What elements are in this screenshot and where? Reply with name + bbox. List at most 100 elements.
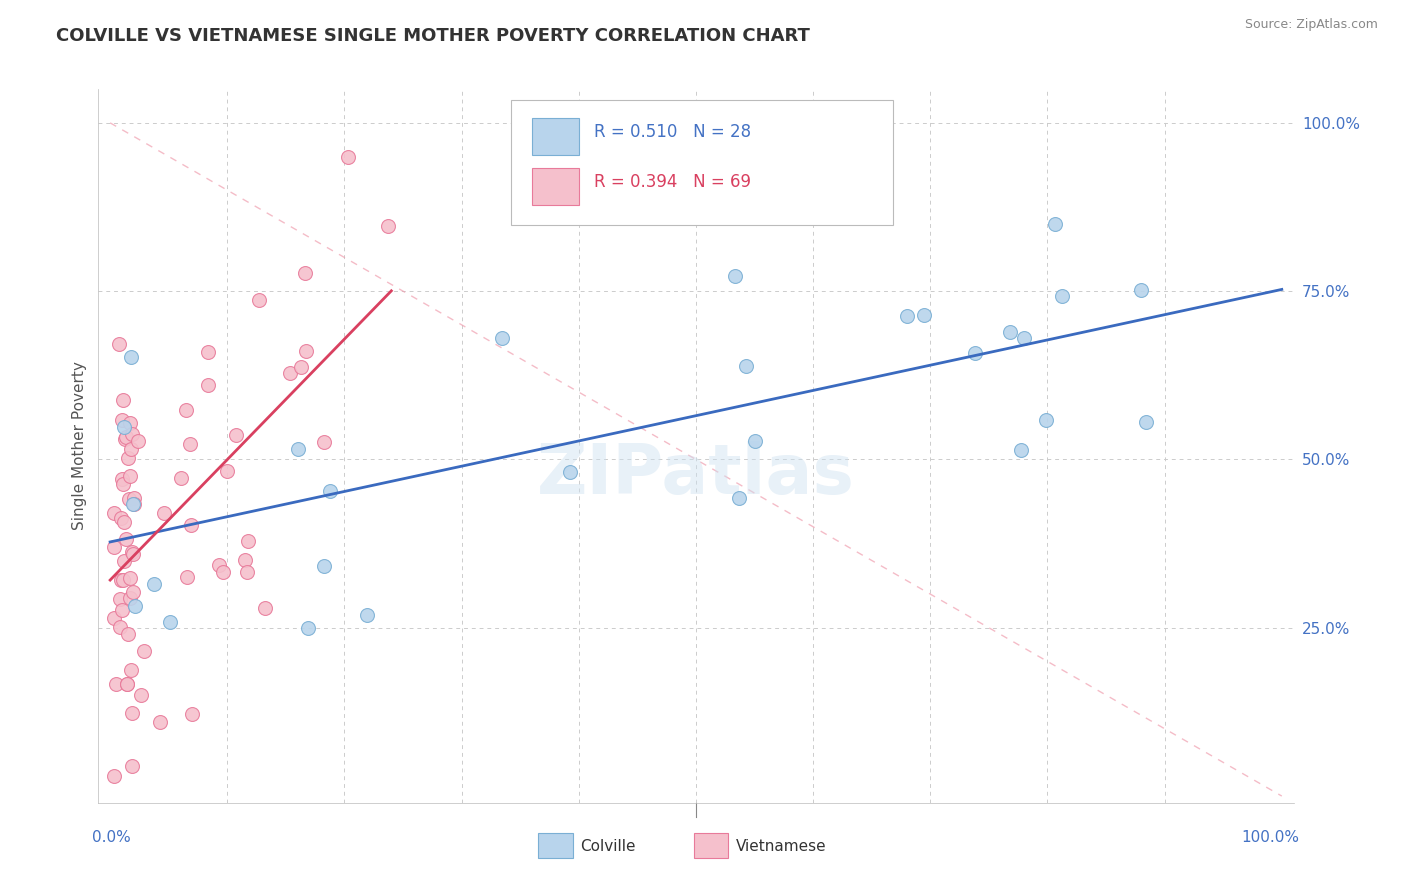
Point [129, 689, 152, 703]
Point [103, 541, 125, 555]
FancyBboxPatch shape [510, 100, 893, 225]
Point [1035, 413, 1057, 427]
Point [724, 268, 747, 283]
Point [1010, 443, 1032, 458]
Point [108, 337, 131, 351]
Point [121, 427, 143, 442]
FancyBboxPatch shape [693, 833, 728, 858]
Point [111, 573, 134, 587]
Point [1052, 289, 1074, 303]
Point [294, 343, 316, 358]
Point [120, 663, 142, 677]
Point [312, 434, 335, 449]
Point [121, 545, 143, 559]
Point [149, 714, 172, 729]
Point [181, 706, 204, 721]
Point [117, 451, 139, 466]
Point [122, 491, 145, 506]
Text: Source: ZipAtlas.com: Source: ZipAtlas.com [1244, 18, 1378, 31]
Text: R = 0.510   N = 28: R = 0.510 N = 28 [595, 123, 752, 141]
Point [197, 345, 219, 359]
Point [253, 601, 276, 615]
Point [121, 497, 143, 511]
Point [103, 611, 125, 625]
Point [233, 553, 256, 567]
Point [110, 574, 132, 588]
Point [124, 599, 146, 613]
Point [170, 471, 193, 485]
Point [225, 428, 247, 442]
Point [744, 434, 766, 448]
Point [287, 442, 309, 457]
FancyBboxPatch shape [533, 168, 579, 205]
Point [278, 367, 301, 381]
Point [111, 476, 134, 491]
Point [114, 532, 136, 546]
Point [122, 497, 145, 511]
Point [111, 472, 134, 486]
Text: 0.0%: 0.0% [93, 830, 131, 845]
FancyBboxPatch shape [538, 833, 572, 858]
Point [212, 566, 235, 580]
Point [558, 465, 581, 479]
Point [998, 325, 1021, 339]
Point [318, 483, 340, 498]
Point [159, 615, 181, 630]
Point [112, 392, 135, 407]
Point [120, 468, 142, 483]
Point [103, 506, 125, 520]
Point [1130, 283, 1153, 297]
Point [111, 603, 134, 617]
Point [314, 558, 336, 573]
Point [215, 464, 238, 478]
Point [120, 571, 142, 585]
Point [912, 308, 935, 322]
Y-axis label: Single Mother Poverty: Single Mother Poverty [72, 361, 87, 531]
Point [120, 591, 142, 605]
Point [377, 219, 399, 233]
Point [122, 584, 145, 599]
Point [236, 534, 259, 549]
Point [142, 577, 165, 591]
Point [108, 620, 131, 634]
Point [121, 706, 143, 720]
Text: Vietnamese: Vietnamese [735, 838, 827, 854]
Point [176, 570, 198, 584]
Point [197, 378, 219, 392]
Point [121, 759, 143, 773]
Point [727, 491, 749, 506]
Point [115, 430, 138, 444]
Point [112, 419, 135, 434]
Point [122, 548, 145, 562]
Point [180, 518, 202, 533]
Point [117, 627, 139, 641]
Point [111, 413, 134, 427]
Point [103, 769, 125, 783]
Point [114, 432, 136, 446]
Point [112, 516, 135, 530]
Point [174, 403, 197, 417]
Point [108, 592, 131, 607]
Point [120, 416, 142, 430]
Point [356, 608, 378, 623]
Text: R = 0.394   N = 69: R = 0.394 N = 69 [595, 173, 751, 191]
FancyBboxPatch shape [533, 118, 579, 155]
Point [1014, 331, 1036, 345]
Point [337, 149, 360, 163]
Point [120, 350, 142, 364]
Point [132, 644, 155, 658]
Point [294, 266, 316, 280]
Point [179, 437, 201, 451]
Point [1135, 415, 1157, 429]
Text: ZIPatlas: ZIPatlas [537, 441, 855, 508]
Point [247, 293, 270, 307]
Point [112, 554, 135, 568]
Text: 100.0%: 100.0% [1241, 830, 1299, 845]
Point [118, 492, 141, 507]
Point [734, 359, 756, 373]
Point [297, 621, 319, 635]
Point [963, 346, 986, 360]
Point [127, 434, 149, 449]
Point [491, 331, 513, 345]
Point [236, 565, 259, 579]
